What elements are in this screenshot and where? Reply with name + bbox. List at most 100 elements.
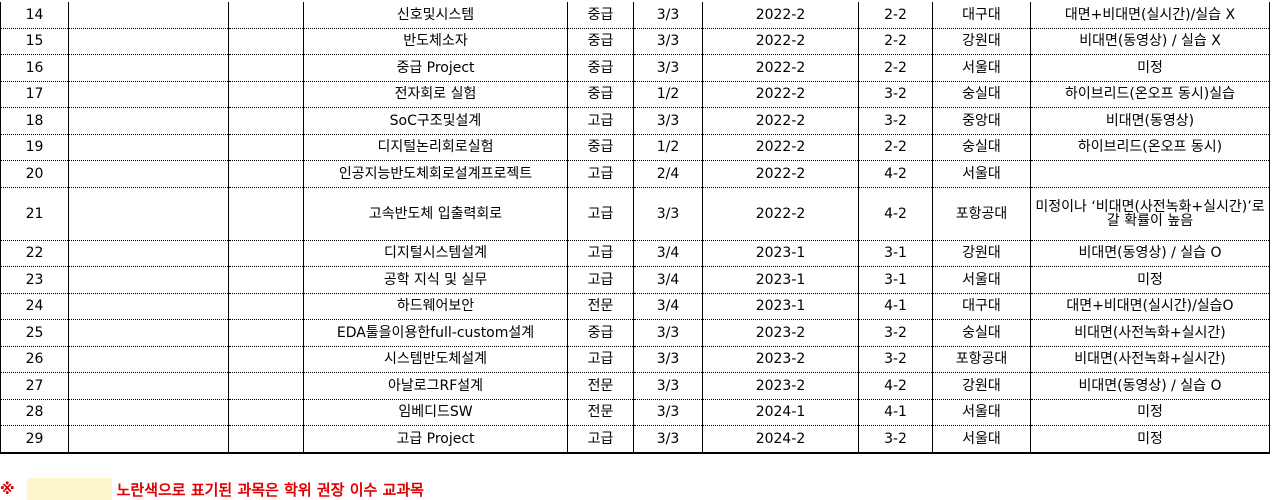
- cell-number[interactable]: 21: [0, 187, 69, 241]
- cell-university[interactable]: 서울대: [932, 160, 1031, 188]
- cell-number[interactable]: 28: [0, 399, 69, 426]
- cell-course-name[interactable]: 중급 Project: [303, 54, 568, 82]
- cell-blank[interactable]: [68, 134, 229, 161]
- cell-semester[interactable]: 2024-1: [702, 399, 859, 426]
- cell-credits[interactable]: 3/3: [633, 2, 703, 29]
- cell-university[interactable]: 숭실대: [932, 319, 1031, 347]
- cell-format[interactable]: 비대면(동영상) / 실습 O: [1030, 240, 1270, 267]
- cell-format[interactable]: 비대면(사전녹화+실시간): [1030, 346, 1270, 373]
- cell-semester[interactable]: 2022-2: [702, 2, 859, 29]
- cell-blank[interactable]: [68, 240, 229, 267]
- cell-blank[interactable]: [228, 293, 304, 320]
- cell-semester[interactable]: 2023-1: [702, 266, 859, 294]
- cell-year-term[interactable]: 4-2: [858, 372, 933, 400]
- cell-format[interactable]: 대면+비대면(실시간)/실습O: [1030, 293, 1270, 320]
- cell-semester[interactable]: 2022-2: [702, 54, 859, 82]
- cell-year-term[interactable]: 3-2: [858, 319, 933, 347]
- cell-credits[interactable]: 3/4: [633, 240, 703, 267]
- cell-number[interactable]: 25: [0, 319, 69, 347]
- cell-university[interactable]: 숭실대: [932, 134, 1031, 161]
- cell-format[interactable]: 하이브리드(온오프 동시): [1030, 134, 1270, 161]
- cell-blank[interactable]: [68, 425, 229, 454]
- cell-level[interactable]: 고급: [567, 187, 634, 241]
- cell-credits[interactable]: 3/3: [633, 187, 703, 241]
- cell-blank[interactable]: [228, 107, 304, 135]
- cell-number[interactable]: 27: [0, 372, 69, 400]
- cell-course-name[interactable]: EDA툴을이용한full-custom설계: [303, 319, 568, 347]
- cell-semester[interactable]: 2023-2: [702, 372, 859, 400]
- cell-level[interactable]: 고급: [567, 425, 634, 454]
- cell-credits[interactable]: 3/3: [633, 399, 703, 426]
- cell-blank[interactable]: [228, 240, 304, 267]
- cell-blank[interactable]: [68, 293, 229, 320]
- cell-year-term[interactable]: 2-2: [858, 134, 933, 161]
- cell-credits[interactable]: 3/4: [633, 293, 703, 320]
- cell-blank[interactable]: [68, 81, 229, 108]
- cell-course-name[interactable]: 아날로그RF설계: [303, 372, 568, 400]
- cell-level[interactable]: 고급: [567, 160, 634, 188]
- cell-course-name[interactable]: 전자회로 실험: [303, 81, 568, 108]
- cell-semester[interactable]: 2022-2: [702, 81, 859, 108]
- cell-semester[interactable]: 2023-1: [702, 240, 859, 267]
- cell-blank[interactable]: [228, 2, 304, 29]
- cell-year-term[interactable]: 4-1: [858, 293, 933, 320]
- cell-format[interactable]: 비대면(사전녹화+실시간): [1030, 319, 1270, 347]
- cell-year-term[interactable]: 2-2: [858, 2, 933, 29]
- cell-blank[interactable]: [68, 28, 229, 55]
- cell-semester[interactable]: 2023-2: [702, 346, 859, 373]
- cell-year-term[interactable]: 4-2: [858, 187, 933, 241]
- cell-blank[interactable]: [228, 266, 304, 294]
- cell-semester[interactable]: 2023-2: [702, 319, 859, 347]
- cell-format[interactable]: [1030, 160, 1270, 188]
- cell-blank[interactable]: [228, 372, 304, 400]
- cell-semester[interactable]: 2022-2: [702, 187, 859, 241]
- cell-number[interactable]: 29: [0, 425, 69, 454]
- cell-course-name[interactable]: 시스템반도체설계: [303, 346, 568, 373]
- cell-university[interactable]: 대구대: [932, 293, 1031, 320]
- cell-university[interactable]: 강원대: [932, 28, 1031, 55]
- cell-credits[interactable]: 3/3: [633, 28, 703, 55]
- cell-course-name[interactable]: 고속반도체 입출력회로: [303, 187, 568, 241]
- cell-course-name[interactable]: 고급 Project: [303, 425, 568, 454]
- cell-format[interactable]: 대면+비대면(실시간)/실습 X: [1030, 2, 1270, 29]
- cell-format[interactable]: 미정: [1030, 54, 1270, 82]
- cell-university[interactable]: 숭실대: [932, 81, 1031, 108]
- cell-level[interactable]: 고급: [567, 346, 634, 373]
- cell-course-name[interactable]: 반도체소자: [303, 28, 568, 55]
- cell-blank[interactable]: [68, 107, 229, 135]
- cell-course-name[interactable]: 임베디드SW: [303, 399, 568, 426]
- cell-number[interactable]: 17: [0, 81, 69, 108]
- cell-university[interactable]: 서울대: [932, 266, 1031, 294]
- cell-year-term[interactable]: 3-2: [858, 346, 933, 373]
- cell-university[interactable]: 서울대: [932, 425, 1031, 454]
- cell-course-name[interactable]: 공학 지식 및 실무: [303, 266, 568, 294]
- cell-blank[interactable]: [228, 319, 304, 347]
- cell-year-term[interactable]: 4-2: [858, 160, 933, 188]
- cell-credits[interactable]: 1/2: [633, 81, 703, 108]
- cell-format[interactable]: 미정: [1030, 425, 1270, 454]
- cell-university[interactable]: 포항공대: [932, 187, 1031, 241]
- cell-course-name[interactable]: SoC구조및설계: [303, 107, 568, 135]
- cell-university[interactable]: 강원대: [932, 240, 1031, 267]
- cell-blank[interactable]: [68, 160, 229, 188]
- cell-course-name[interactable]: 인공지능반도체회로설계프로젝트: [303, 160, 568, 188]
- cell-format[interactable]: 미정: [1030, 266, 1270, 294]
- cell-credits[interactable]: 3/3: [633, 425, 703, 454]
- cell-credits[interactable]: 3/3: [633, 54, 703, 82]
- cell-number[interactable]: 14: [0, 2, 69, 29]
- cell-course-name[interactable]: 신호및시스템: [303, 2, 568, 29]
- cell-credits[interactable]: 3/3: [633, 107, 703, 135]
- cell-credits[interactable]: 3/3: [633, 372, 703, 400]
- cell-semester[interactable]: 2022-2: [702, 28, 859, 55]
- cell-number[interactable]: 20: [0, 160, 69, 188]
- cell-blank[interactable]: [68, 346, 229, 373]
- cell-semester[interactable]: 2022-2: [702, 160, 859, 188]
- cell-blank[interactable]: [228, 160, 304, 188]
- cell-level[interactable]: 중급: [567, 81, 634, 108]
- cell-blank[interactable]: [68, 372, 229, 400]
- cell-credits[interactable]: 3/4: [633, 266, 703, 294]
- cell-blank[interactable]: [68, 399, 229, 426]
- cell-year-term[interactable]: 4-1: [858, 399, 933, 426]
- cell-number[interactable]: 16: [0, 54, 69, 82]
- cell-blank[interactable]: [228, 425, 304, 454]
